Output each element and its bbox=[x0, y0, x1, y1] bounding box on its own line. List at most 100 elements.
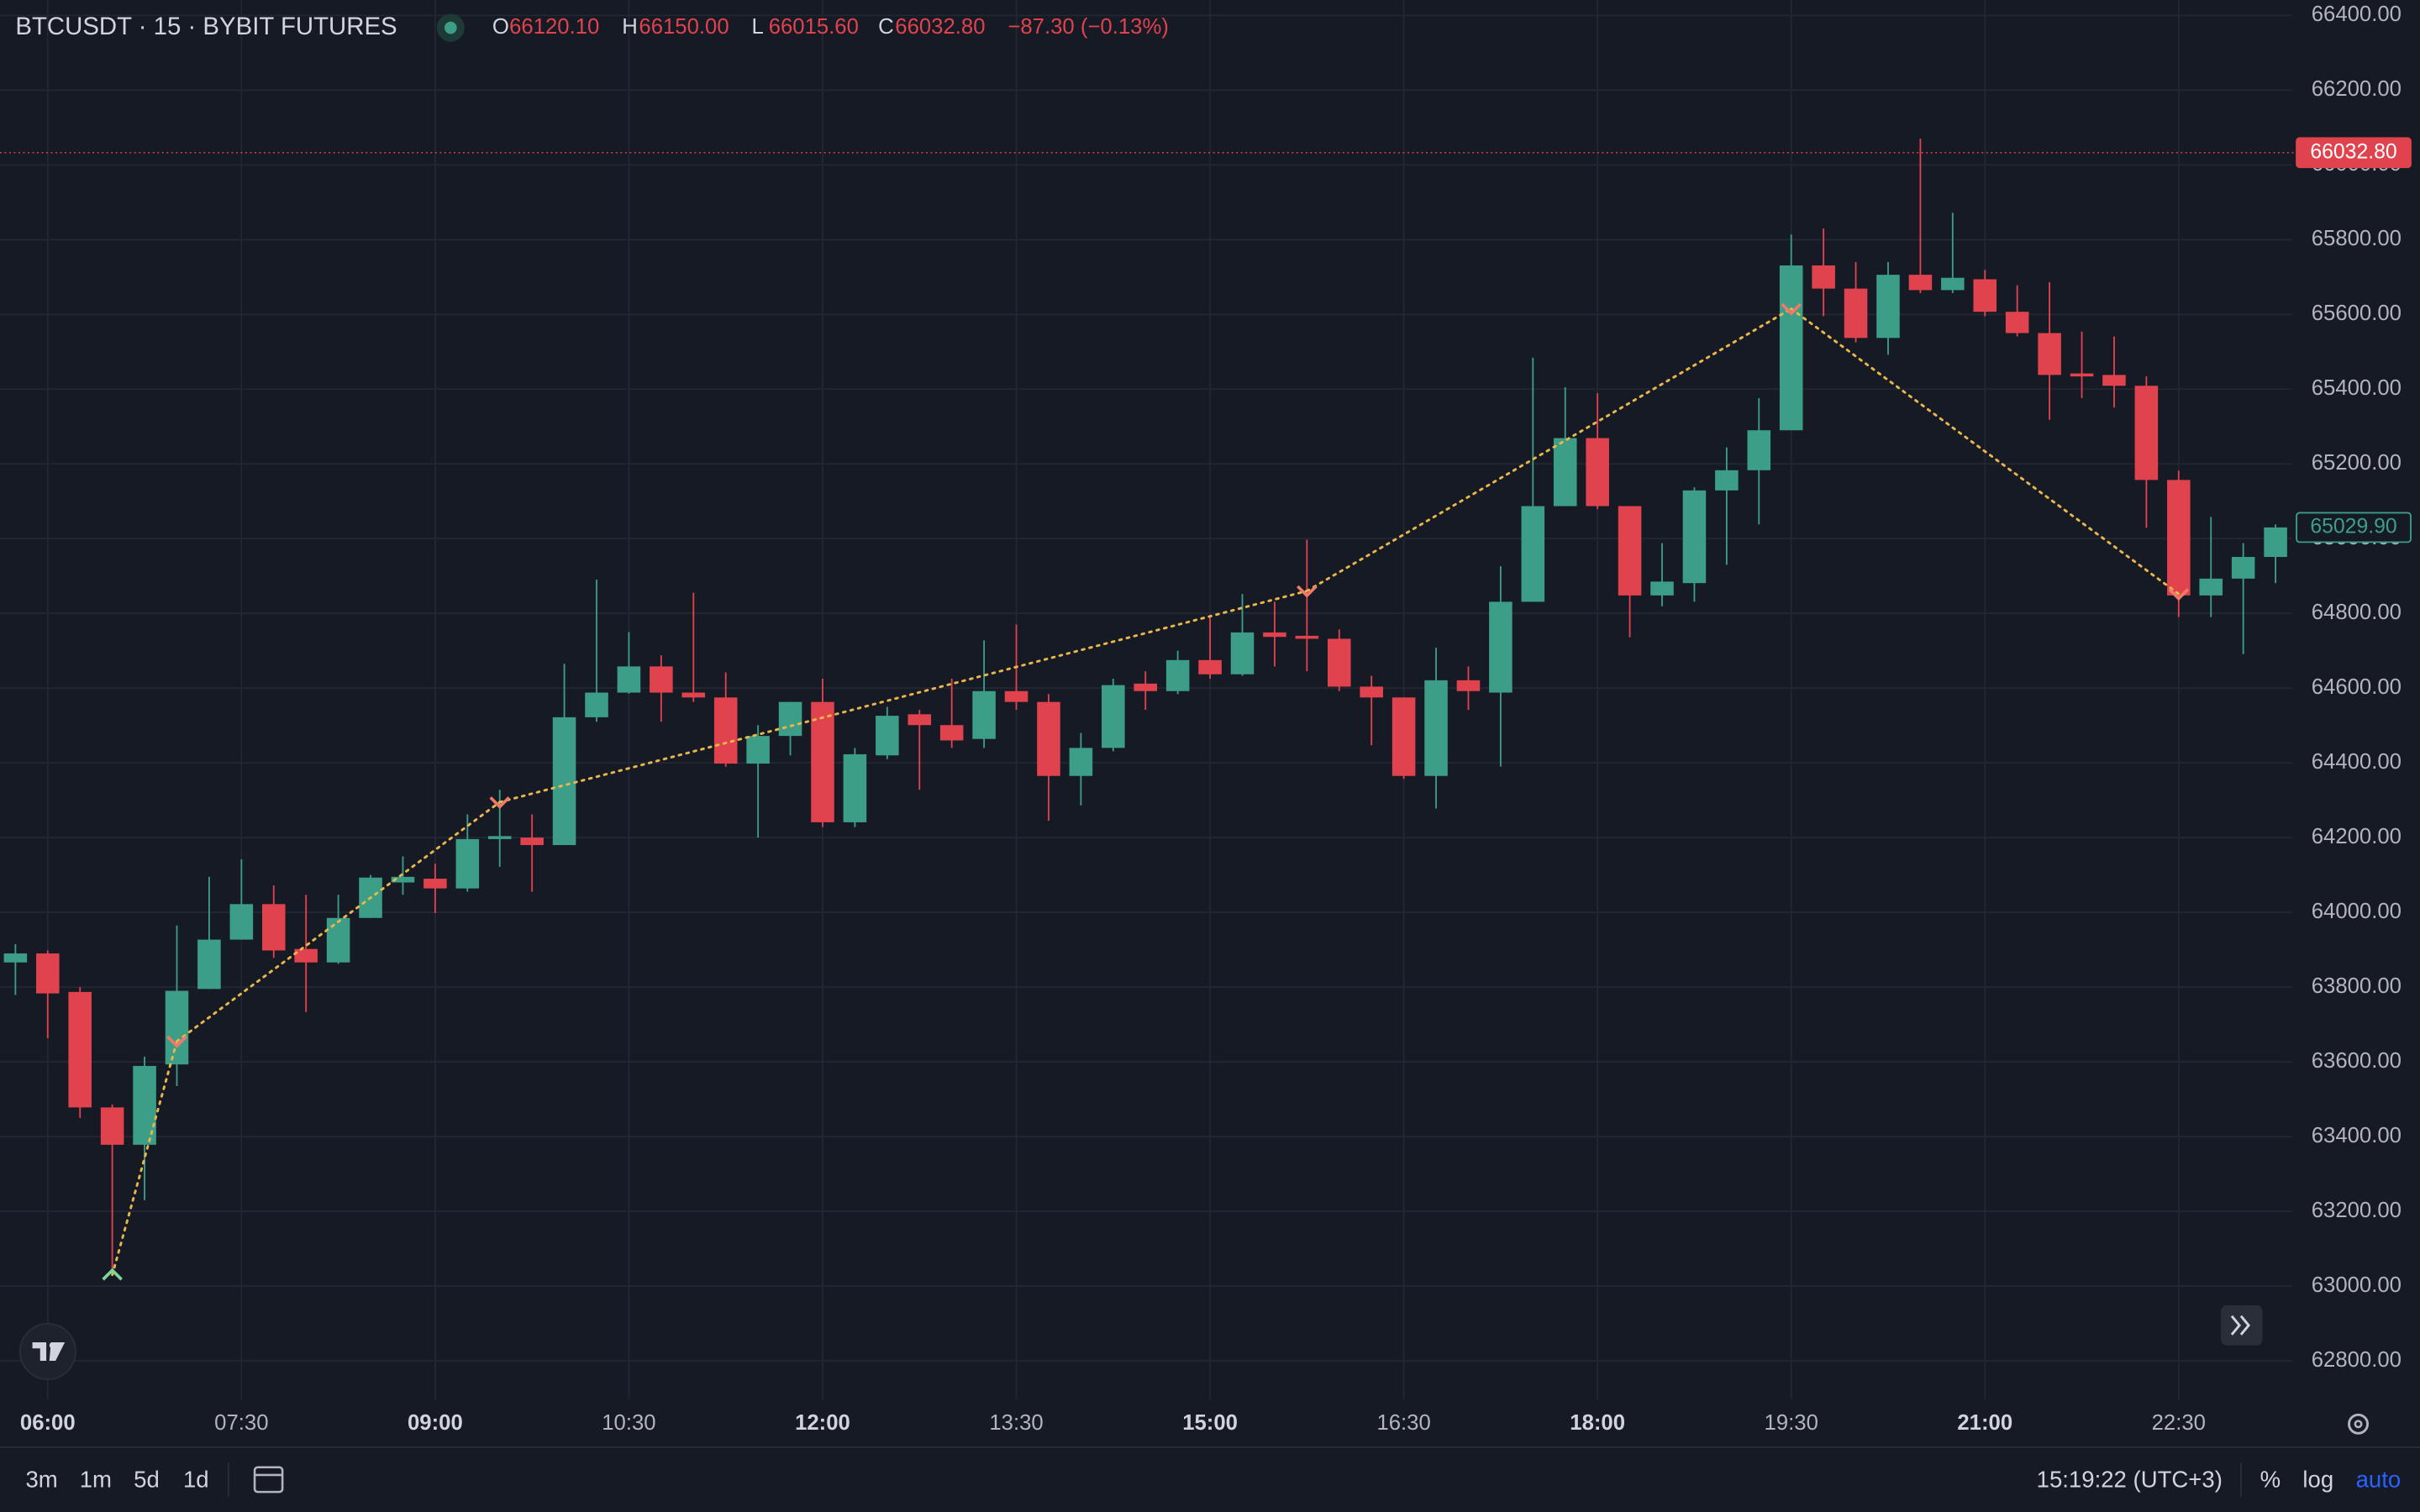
logo[interactable] bbox=[18, 1323, 76, 1380]
range-button[interactable]: 5d bbox=[134, 1467, 160, 1493]
candle-body bbox=[1650, 581, 1674, 596]
price-label-box bbox=[2296, 512, 2412, 543]
candle-body bbox=[197, 939, 221, 990]
candle-body bbox=[100, 1107, 124, 1145]
y-tick-label: 65400.00 bbox=[2312, 376, 2402, 400]
y-tick-label: 65800.00 bbox=[2312, 227, 2402, 250]
toolbar: 3m 1m 5d 1d% log auto bbox=[25, 1467, 2401, 1493]
ohlc-value: 66015.60 bbox=[769, 15, 859, 39]
candle-body bbox=[36, 953, 60, 994]
candle-body bbox=[1424, 680, 1448, 776]
candle-body bbox=[229, 904, 254, 940]
x-tick-label: 09:00 bbox=[408, 1411, 463, 1435]
pivot-marker bbox=[166, 1035, 187, 1048]
candle-body bbox=[165, 990, 189, 1065]
candle-body bbox=[1360, 686, 1383, 698]
settings-button[interactable] bbox=[2348, 1413, 2370, 1435]
scale-option[interactable]: auto bbox=[2356, 1467, 2402, 1493]
settings-icon bbox=[2354, 1420, 2363, 1429]
y-tick-label: 66400.00 bbox=[2312, 3, 2402, 26]
price-label: 65029.90 bbox=[2310, 515, 2396, 538]
candle-body bbox=[1618, 506, 1642, 596]
scroll-to-realtime[interactable] bbox=[2221, 1305, 2263, 1346]
candle-body bbox=[2199, 578, 2223, 596]
candle-body bbox=[1456, 680, 1481, 691]
y-tick-label: 62800.00 bbox=[2312, 1348, 2402, 1372]
date-range-button[interactable] bbox=[253, 1466, 284, 1494]
ohlc-key: H bbox=[622, 15, 638, 39]
axes: 62800.00 63000.00 63200.00 63400.00 63600.00… bbox=[20, 3, 2412, 1435]
candle-body bbox=[2038, 333, 2061, 375]
candle-body bbox=[455, 838, 480, 889]
scale-option[interactable]: % bbox=[2260, 1467, 2281, 1493]
candle-body bbox=[1069, 748, 1093, 776]
candle-body bbox=[713, 697, 738, 764]
candle-body bbox=[487, 836, 512, 839]
ohlc-key: O bbox=[492, 15, 509, 39]
ohlc-legend: O 66120.10 H 66150.00 L 66015.60 C 66032.80 bbox=[492, 15, 986, 39]
candle-body bbox=[746, 736, 770, 764]
x-tick-label: 13:30 bbox=[989, 1411, 1043, 1435]
candle-body bbox=[1908, 275, 1933, 291]
y-tick-label: 65600.00 bbox=[2312, 302, 2402, 325]
candle-body bbox=[1844, 288, 1868, 339]
candle-body bbox=[939, 725, 964, 741]
x-tick-label: 06:00 bbox=[20, 1411, 76, 1435]
candle-body bbox=[1876, 275, 1900, 339]
candle-body bbox=[294, 948, 318, 963]
range-button[interactable]: 1m bbox=[80, 1467, 112, 1493]
candle-body bbox=[650, 666, 673, 693]
scroll-icon bbox=[2230, 1315, 2251, 1336]
candle-body bbox=[876, 716, 899, 756]
candle-body bbox=[2167, 480, 2191, 596]
y-tick-label: 63600.00 bbox=[2312, 1049, 2402, 1073]
pivot-marker bbox=[2168, 588, 2190, 601]
candle-body bbox=[1521, 506, 1545, 602]
candle-body bbox=[811, 701, 834, 822]
candle-body bbox=[843, 753, 867, 822]
price-label: 66032.80 bbox=[2310, 140, 2396, 163]
range-button[interactable]: 3m bbox=[25, 1467, 57, 1493]
ohlc-value: 66150.00 bbox=[639, 15, 729, 39]
zigzag-segment bbox=[111, 1040, 178, 1277]
ohlc-key: C bbox=[878, 15, 894, 39]
candle-body bbox=[1165, 659, 1190, 691]
status-dot bbox=[444, 21, 457, 34]
x-tick-label: 21:00 bbox=[1957, 1411, 2012, 1435]
candle-body bbox=[1812, 265, 1835, 289]
x-tick-label: 16:30 bbox=[1376, 1411, 1430, 1435]
pivot-marker bbox=[1781, 302, 1802, 316]
y-tick-label: 64600.00 bbox=[2312, 675, 2402, 699]
zigzag-segment bbox=[498, 590, 1308, 804]
y-tick-label: 64200.00 bbox=[2312, 825, 2402, 848]
y-tick-label: 63800.00 bbox=[2312, 974, 2402, 998]
candle-body bbox=[1715, 470, 1739, 491]
candle-body bbox=[1941, 277, 1965, 291]
zigzag-segment bbox=[1305, 307, 1793, 592]
change: −87.30 (−0.13%) bbox=[1007, 15, 1168, 39]
range-button[interactable]: 1d bbox=[183, 1467, 209, 1493]
candle-body bbox=[2264, 527, 2287, 558]
candle-body bbox=[2231, 557, 2255, 579]
scale-option[interactable]: log bbox=[2302, 1467, 2333, 1493]
candle-body bbox=[261, 904, 286, 951]
clock: 15:19:22 (UTC+3) bbox=[2037, 1467, 2223, 1493]
y-tick-label: 66200.00 bbox=[2312, 77, 2402, 101]
candle-body bbox=[68, 991, 92, 1108]
candle-body bbox=[1327, 638, 1351, 687]
candle-body bbox=[1392, 697, 1416, 776]
ohlc-value: 66032.80 bbox=[895, 15, 985, 39]
x-tick-label: 19:30 bbox=[1765, 1411, 1818, 1435]
candle-body bbox=[1037, 701, 1060, 776]
y-tick-label: 64800.00 bbox=[2312, 601, 2402, 624]
y-tick-label: 63200.00 bbox=[2312, 1199, 2402, 1222]
ohlc-key: L bbox=[751, 15, 763, 39]
candle-body bbox=[1230, 632, 1255, 675]
ohlc-value: 66120.10 bbox=[509, 15, 599, 39]
y-tick-label: 64000.00 bbox=[2312, 900, 2402, 923]
candle-body bbox=[1134, 683, 1157, 691]
candle-body bbox=[617, 666, 641, 693]
symbol-title: BTCUSDT · 15 · BYBIT FUTURES bbox=[15, 13, 397, 40]
